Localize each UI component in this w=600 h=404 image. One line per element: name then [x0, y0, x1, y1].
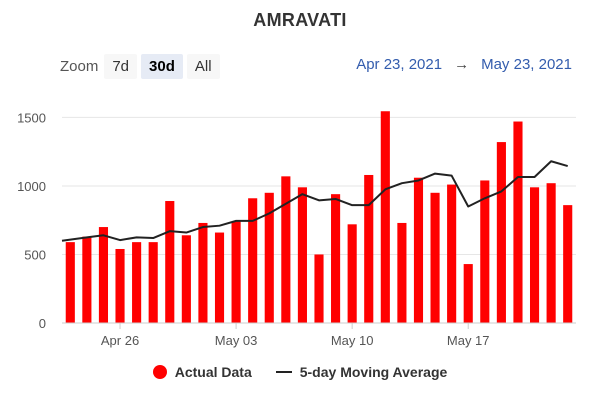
date-range: Apr 23, 2021 → May 23, 2021: [356, 56, 572, 73]
bar: [198, 222, 208, 323]
moving-average-line: [61, 160, 568, 242]
legend: Actual Data 5-day Moving Average: [0, 364, 600, 380]
bar: [529, 187, 540, 323]
legend-item-actual[interactable]: Actual Data: [152, 364, 252, 380]
bar: [98, 227, 109, 323]
bar: [148, 242, 158, 323]
bar: [364, 174, 374, 323]
range-from-input[interactable]: Apr 23, 2021: [356, 56, 443, 73]
bar: [380, 111, 390, 324]
bar: [546, 183, 556, 323]
zoom-label: Zoom: [60, 57, 99, 75]
bar: [214, 232, 225, 323]
x-tick-label: May 17: [447, 333, 490, 348]
zoom-30d-button[interactable]: 30d: [141, 53, 183, 79]
bar: [563, 205, 573, 323]
bar: [132, 242, 142, 323]
x-tick-label: May 03: [215, 333, 258, 348]
bar: [347, 224, 357, 323]
legend-red-dot-icon: [152, 365, 167, 379]
bar: [248, 198, 258, 323]
y-tick-label: 1500: [17, 110, 46, 125]
bar: [264, 192, 274, 323]
bar: [513, 121, 523, 323]
bar: [430, 192, 440, 323]
bar: [480, 180, 490, 323]
bar: [115, 248, 125, 323]
legend-item-average[interactable]: 5-day Moving Average: [275, 364, 448, 380]
zoom-all-button[interactable]: All: [186, 53, 220, 79]
chart-title: AMRAVATI: [253, 10, 347, 30]
bar: [397, 222, 407, 323]
bar: [65, 242, 75, 323]
bar: [165, 201, 175, 323]
x-tick-label: Apr 26: [101, 333, 139, 348]
x-tick-label: May 10: [331, 333, 374, 348]
bar: [231, 221, 241, 323]
range-arrow: →: [454, 56, 470, 73]
bar: [447, 184, 457, 323]
bar: [82, 236, 92, 323]
bar: [281, 176, 291, 323]
bar: [314, 254, 324, 323]
bar: [463, 264, 473, 323]
y-tick-label: 1000: [17, 179, 46, 194]
bar: [496, 142, 506, 323]
bar: [331, 194, 341, 323]
bar: [297, 187, 307, 323]
legend-label-actual: Actual Data: [174, 364, 252, 380]
legend-line-icon: [275, 371, 292, 373]
zoom-7d-button[interactable]: 7d: [104, 53, 138, 79]
range-to-input[interactable]: May 23, 2021: [481, 56, 572, 73]
zoom-controls: Zoom 7d 30d All: [60, 52, 224, 80]
y-tick-label: 500: [24, 247, 46, 262]
legend-label-average: 5-day Moving Average: [299, 364, 448, 380]
bar: [413, 177, 424, 323]
y-tick-label: 0: [39, 316, 46, 331]
bar: [181, 235, 191, 323]
